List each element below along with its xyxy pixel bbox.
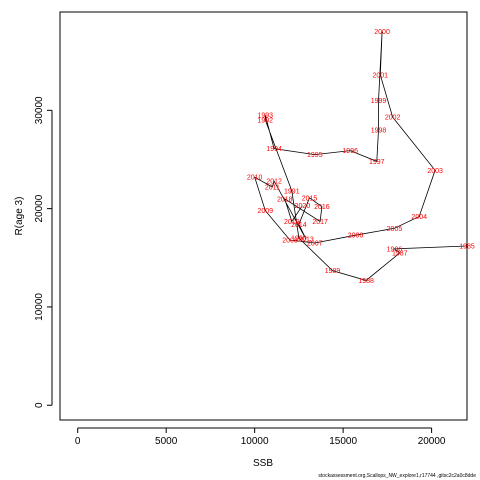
y-axis: 0 10000 20000 30000 (34, 96, 53, 408)
y-tick-label: 0 (34, 402, 45, 408)
year-label-2011: 2011 (265, 184, 280, 191)
year-label-2019: 2019 (284, 219, 300, 226)
y-tick-label: 10000 (34, 293, 45, 321)
year-label-1996: 1996 (342, 148, 358, 155)
x-tick-label: 20000 (418, 436, 446, 447)
year-label-2013: 2013 (298, 237, 314, 244)
year-label-1997: 1997 (369, 159, 385, 166)
x-axis-title: SSB (253, 458, 273, 469)
year-label-1991: 1991 (284, 188, 300, 195)
year-label-1995: 1995 (307, 152, 323, 159)
x-tick-label: 10000 (241, 436, 269, 447)
y-tick-label: 20000 (34, 194, 45, 222)
year-label-1998: 1998 (371, 127, 387, 134)
year-label-1992: 1992 (257, 118, 273, 125)
year-label-1987: 1987 (392, 250, 408, 257)
year-label-1990: 1990 (291, 236, 307, 243)
x-tick-label: 5000 (155, 436, 178, 447)
year-label-2003: 2003 (427, 168, 443, 175)
year-label-2014: 2014 (291, 222, 307, 229)
year-label-2000: 2000 (374, 29, 390, 36)
year-label-2001: 2001 (373, 72, 389, 79)
series-line (254, 31, 468, 281)
x-tick-label: 15000 (329, 436, 357, 447)
year-label-2012: 2012 (266, 179, 282, 186)
year-label-2015: 2015 (302, 195, 318, 202)
year-label-2002: 2002 (385, 115, 401, 122)
year-label-2017: 2017 (312, 219, 328, 226)
year-label-1999: 1999 (371, 98, 387, 105)
year-label-2016: 2016 (314, 204, 330, 211)
year-label-1985: 1985 (459, 243, 475, 250)
year-label-2020: 2020 (295, 203, 311, 210)
y-axis-title: R(age 3) (14, 197, 25, 236)
year-label-2004: 2004 (411, 214, 427, 221)
year-label-1988: 1988 (358, 278, 374, 285)
year-label-1986: 1986 (387, 246, 403, 253)
footer-source-text: stockassessment.org,Scallops_NW_explore1… (318, 473, 476, 479)
year-label-2008: 2008 (282, 238, 298, 245)
year-label-1993: 1993 (257, 113, 273, 120)
plot-frame (59, 11, 468, 421)
x-axis: 0 5000 10000 15000 20000 (75, 427, 446, 447)
year-label-2006: 2006 (348, 233, 364, 240)
year-label-2018: 2018 (277, 196, 293, 203)
series-path-group (254, 31, 468, 281)
year-label-2007: 2007 (307, 241, 323, 248)
y-tick-label: 30000 (34, 96, 45, 124)
year-label-1994: 1994 (266, 146, 282, 153)
year-label-2005: 2005 (387, 226, 403, 233)
year-label-1989: 1989 (325, 268, 341, 275)
x-tick-label: 0 (75, 436, 81, 447)
year-label-2009: 2009 (257, 208, 273, 215)
year-label-2010: 2010 (247, 175, 263, 182)
